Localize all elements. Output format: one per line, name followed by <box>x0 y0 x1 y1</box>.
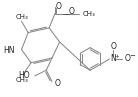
Text: HO: HO <box>18 71 30 80</box>
Text: O: O <box>56 2 62 11</box>
Text: N: N <box>111 54 116 63</box>
Text: —: — <box>63 11 70 17</box>
Text: O: O <box>68 7 74 16</box>
Text: O: O <box>55 79 61 88</box>
Text: CH₃: CH₃ <box>15 14 28 20</box>
Text: CH₃: CH₃ <box>16 77 29 83</box>
Text: HN: HN <box>3 46 15 55</box>
Text: CH₃: CH₃ <box>83 11 95 17</box>
Text: O: O <box>110 42 116 51</box>
Text: +: + <box>115 54 120 59</box>
Text: −: − <box>130 53 135 59</box>
Text: O: O <box>125 54 131 63</box>
